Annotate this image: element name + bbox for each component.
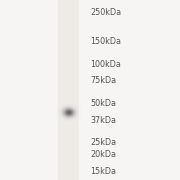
Text: 15kDa: 15kDa <box>90 167 116 176</box>
Text: 50kDa: 50kDa <box>90 99 116 108</box>
Text: 250kDa: 250kDa <box>90 8 121 17</box>
Text: 150kDa: 150kDa <box>90 37 121 46</box>
Text: 25kDa: 25kDa <box>90 138 116 147</box>
Bar <box>58 0 79 180</box>
Text: 37kDa: 37kDa <box>90 116 116 125</box>
Text: 20kDa: 20kDa <box>90 150 116 159</box>
Text: 100kDa: 100kDa <box>90 60 121 69</box>
Text: 75kDa: 75kDa <box>90 76 116 85</box>
